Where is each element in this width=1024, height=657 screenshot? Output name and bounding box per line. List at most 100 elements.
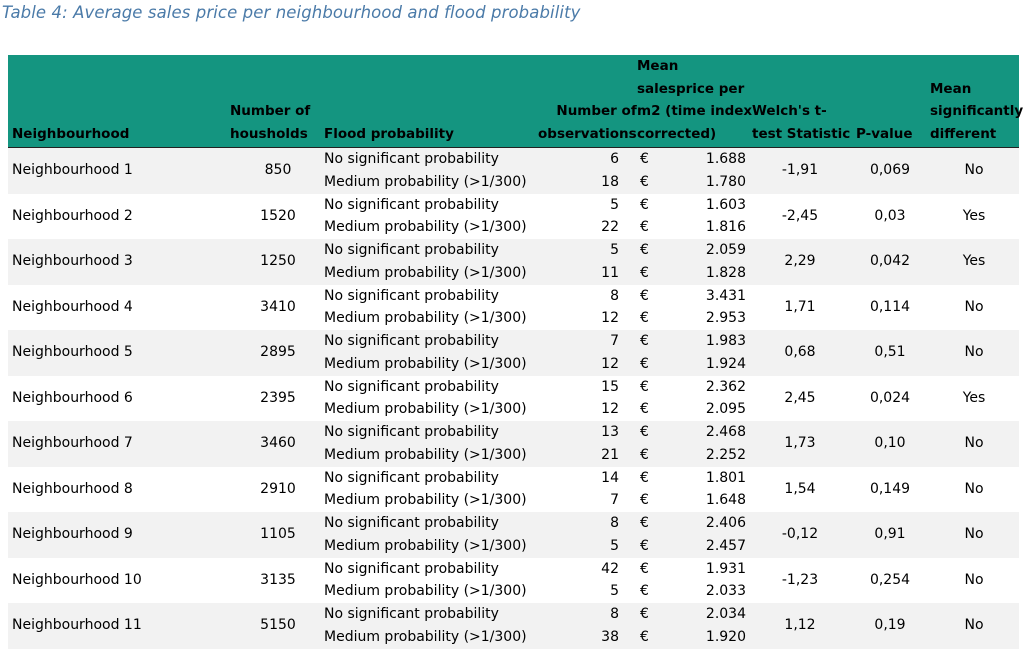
flood-probability: No significant probability Medium probabi… bbox=[324, 469, 527, 509]
neighbourhood-name: Neighbourhood 5 bbox=[12, 344, 133, 360]
observations-count: 5 22 bbox=[601, 196, 619, 236]
welch-t-statistic: -0,12 bbox=[781, 526, 819, 542]
households-count: 1105 bbox=[260, 526, 296, 542]
neighbourhood-name: Neighbourhood 6 bbox=[12, 389, 133, 406]
flood-probability: No significant probability Medium probabi… bbox=[324, 196, 527, 236]
mean-price-value: 2.468 2.252 bbox=[705, 424, 746, 463]
flood-probability: No significant probability Medium probabi… bbox=[324, 560, 527, 600]
mean-price-value: 2.406 2.457 bbox=[705, 515, 746, 554]
p-value: 0,149 bbox=[869, 480, 911, 497]
households-count: 3135 bbox=[260, 571, 296, 588]
mean-significantly-different: No bbox=[964, 571, 984, 588]
neighbourhood-name: Neighbourhood 11 bbox=[12, 617, 142, 633]
observations-count: 15 12 bbox=[601, 378, 619, 418]
welch-t-statistic: -2,45 bbox=[781, 207, 819, 224]
households-count: 1250 bbox=[260, 253, 296, 269]
mean-price-value: 1.983 1.924 bbox=[705, 333, 746, 372]
mean-significantly-different: No bbox=[964, 617, 984, 633]
neighbourhood-name: Neighbourhood 1 bbox=[12, 162, 133, 178]
mean-significantly-different: Yes bbox=[962, 389, 986, 406]
welch-t-statistic: 0,68 bbox=[784, 344, 816, 360]
p-value: 0,19 bbox=[874, 617, 906, 633]
mean-significantly-different: No bbox=[964, 344, 984, 360]
currency-symbol: € € bbox=[640, 424, 649, 463]
header-neighbourhood: Neighbourhood bbox=[12, 125, 130, 142]
flood-probability: No significant probability Medium probabi… bbox=[324, 287, 527, 327]
mean-significantly-different: No bbox=[964, 162, 984, 178]
table-row: Neighbourhood 5 2895 No significant probab… bbox=[8, 330, 1019, 376]
households-count: 2910 bbox=[260, 480, 296, 497]
table-body: Neighbourhood 1 850 No significant probabi… bbox=[8, 148, 1019, 649]
flood-probability: No significant probability Medium probabi… bbox=[324, 333, 527, 372]
currency-symbol: € € bbox=[640, 287, 649, 327]
table-row: Neighbourhood 8 2910 No significant probab… bbox=[8, 467, 1019, 513]
currency-symbol: € € bbox=[640, 469, 649, 509]
table-header: Neighbourhood Number of housholds Flood … bbox=[8, 55, 1023, 148]
table-row: Neighbourhood 7 3460 No significant probab… bbox=[8, 421, 1019, 467]
currency-symbol: € € bbox=[640, 333, 649, 372]
table-caption: Table 4: Average sales price per neighbo… bbox=[2, 3, 581, 22]
mean-price-value: 1.688 1.780 bbox=[705, 151, 746, 190]
neighbourhood-name: Neighbourhood 2 bbox=[12, 207, 133, 224]
flood-probability: No significant probability Medium probabi… bbox=[324, 424, 527, 463]
currency-symbol: € € bbox=[640, 151, 649, 190]
p-value: 0,114 bbox=[869, 298, 911, 315]
observations-count: 7 12 bbox=[601, 333, 619, 372]
welch-t-statistic: -1,91 bbox=[781, 162, 819, 178]
observations-count: 13 21 bbox=[601, 424, 619, 463]
flood-probability: No significant probability Medium probabi… bbox=[324, 606, 527, 645]
households-count: 850 bbox=[264, 162, 292, 178]
observations-count: 42 5 bbox=[601, 560, 619, 600]
flood-probability: No significant probability Medium probabi… bbox=[324, 378, 527, 418]
mean-significantly-different: Yes bbox=[962, 207, 986, 224]
welch-t-statistic: 1,54 bbox=[784, 480, 816, 497]
table-row: Neighbourhood 1 850 No significant probabi… bbox=[8, 148, 1019, 194]
p-value: 0,10 bbox=[874, 435, 906, 451]
mean-significantly-different: Yes bbox=[962, 253, 986, 269]
mean-price-value: 3.431 2.953 bbox=[705, 287, 746, 327]
households-count: 2895 bbox=[260, 344, 296, 360]
flood-probability: No significant probability Medium probabi… bbox=[324, 515, 527, 554]
welch-t-statistic: 1,71 bbox=[784, 298, 816, 315]
table-row: Neighbourhood 3 1250 No significant probab… bbox=[8, 239, 1019, 285]
mean-price-value: 2.362 2.095 bbox=[705, 378, 746, 418]
mean-significantly-different: No bbox=[964, 526, 984, 542]
header-mean-different: Mean significantly different bbox=[930, 80, 1024, 142]
flood-probability: No significant probability Medium probabi… bbox=[324, 151, 527, 190]
observations-count: 14 7 bbox=[601, 469, 619, 509]
p-value: 0,254 bbox=[869, 571, 911, 588]
welch-t-statistic: 2,29 bbox=[784, 253, 816, 269]
currency-symbol: € € bbox=[640, 378, 649, 418]
mean-significantly-different: No bbox=[964, 435, 984, 451]
mean-price-value: 1.801 1.648 bbox=[705, 469, 746, 509]
table-row: Neighbourhood 10 3135 No significant proba… bbox=[8, 558, 1019, 604]
flood-probability: No significant probability Medium probabi… bbox=[324, 242, 527, 281]
header-welch-t: Welch's t- test Statistic bbox=[752, 103, 851, 142]
table-row: Neighbourhood 4 3410 No significant probab… bbox=[8, 285, 1019, 331]
sales-price-table: Neighbourhood Number of housholds Flood … bbox=[8, 55, 1023, 649]
observations-count: 5 11 bbox=[601, 242, 619, 281]
mean-price-value: 1.603 1.816 bbox=[705, 196, 746, 236]
header-observations: Number of observations bbox=[538, 103, 637, 142]
p-value: 0,069 bbox=[869, 162, 911, 178]
welch-t-statistic: -1,23 bbox=[781, 571, 819, 588]
currency-symbol: € € bbox=[640, 606, 649, 645]
currency-symbol: € € bbox=[640, 515, 649, 554]
p-value: 0,51 bbox=[874, 344, 906, 360]
observations-count: 8 12 bbox=[601, 287, 619, 327]
observations-count: 8 38 bbox=[601, 606, 619, 645]
households-count: 1520 bbox=[260, 207, 296, 224]
table-row: Neighbourhood 2 1520 No significant probab… bbox=[8, 194, 1019, 240]
p-value: 0,024 bbox=[869, 389, 911, 406]
neighbourhood-name: Neighbourhood 7 bbox=[12, 435, 133, 451]
neighbourhood-name: Neighbourhood 9 bbox=[12, 526, 133, 542]
table-row: Neighbourhood 9 1105 No significant probab… bbox=[8, 512, 1019, 558]
neighbourhood-name: Neighbourhood 10 bbox=[12, 571, 142, 588]
p-value: 0,91 bbox=[874, 526, 906, 542]
households-count: 2395 bbox=[260, 389, 296, 406]
neighbourhood-name: Neighbourhood 3 bbox=[12, 253, 133, 269]
currency-symbol: € € bbox=[640, 196, 649, 236]
observations-count: 6 18 bbox=[601, 151, 619, 190]
header-mean-price: Mean salesprice per m2 (time index corre… bbox=[637, 58, 753, 142]
